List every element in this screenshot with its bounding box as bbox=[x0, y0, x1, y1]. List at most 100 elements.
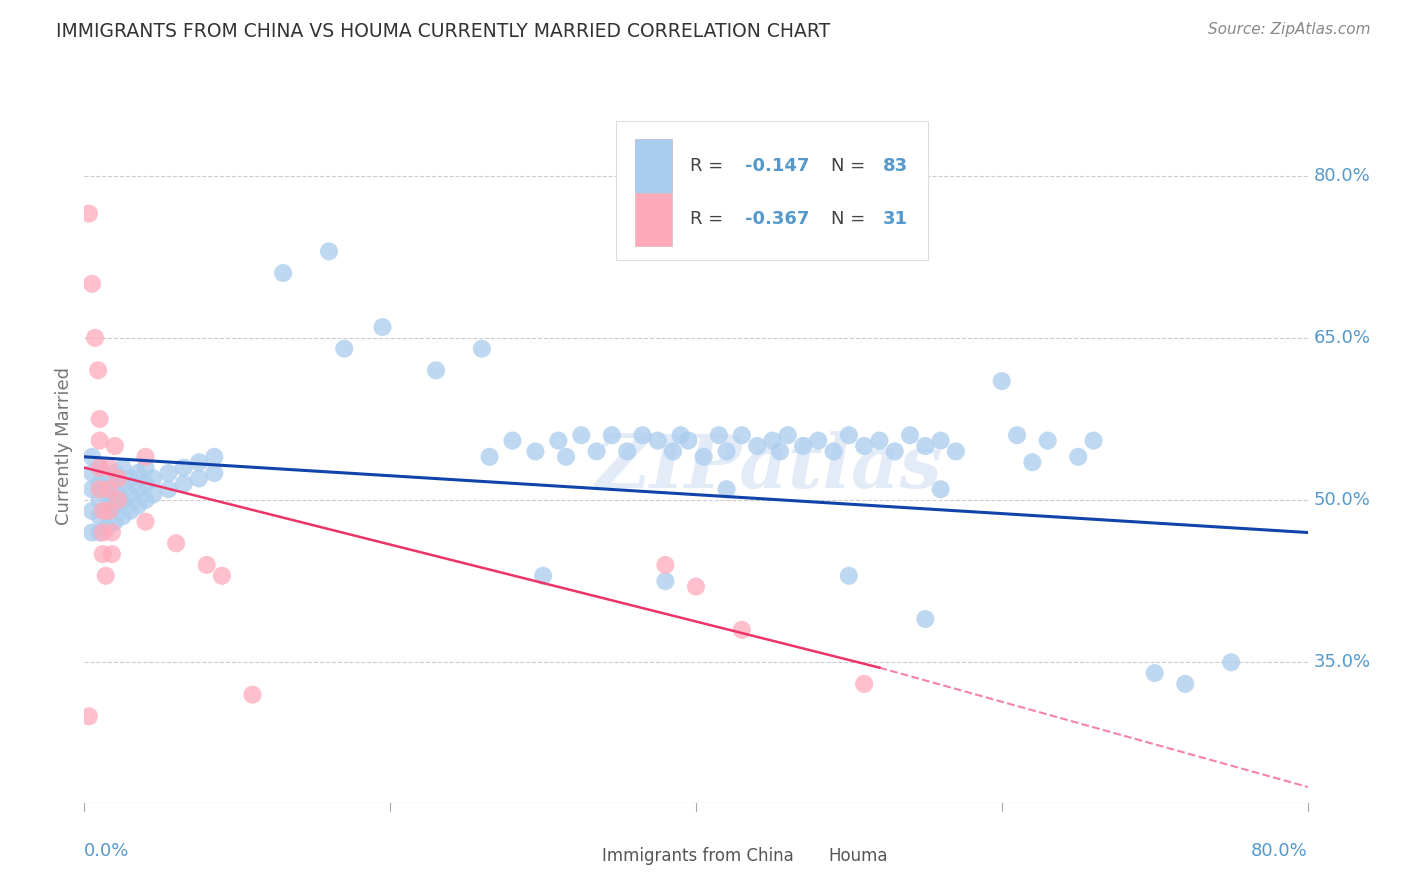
Point bbox=[111, 509, 134, 524]
Point bbox=[991, 374, 1014, 388]
Point bbox=[173, 460, 195, 475]
Point bbox=[101, 525, 124, 540]
Point bbox=[84, 331, 107, 345]
Point bbox=[173, 476, 195, 491]
Point bbox=[792, 439, 814, 453]
Point bbox=[104, 439, 127, 453]
Point bbox=[669, 428, 692, 442]
Point bbox=[838, 428, 860, 442]
Point bbox=[89, 412, 111, 426]
Point bbox=[107, 471, 129, 485]
Point bbox=[135, 460, 157, 475]
Point bbox=[853, 677, 876, 691]
Point bbox=[96, 520, 118, 534]
Point bbox=[104, 466, 127, 480]
Point bbox=[707, 428, 730, 442]
Point bbox=[135, 515, 157, 529]
Text: IMMIGRANTS FROM CHINA VS HOUMA CURRENTLY MARRIED CORRELATION CHART: IMMIGRANTS FROM CHINA VS HOUMA CURRENTLY… bbox=[56, 22, 831, 41]
Text: 50.0%: 50.0% bbox=[1313, 491, 1371, 509]
Point bbox=[471, 342, 494, 356]
Point bbox=[127, 466, 149, 480]
Point bbox=[80, 450, 103, 464]
Point bbox=[135, 476, 157, 491]
Point bbox=[631, 428, 654, 442]
Point bbox=[89, 434, 111, 448]
Point bbox=[89, 460, 111, 475]
Point bbox=[478, 450, 501, 464]
Point bbox=[211, 568, 233, 582]
Point bbox=[600, 428, 623, 442]
Point bbox=[94, 568, 117, 582]
Point bbox=[89, 476, 111, 491]
Point bbox=[80, 466, 103, 480]
FancyBboxPatch shape bbox=[636, 139, 672, 193]
Point bbox=[747, 439, 769, 453]
Point bbox=[242, 688, 264, 702]
Point bbox=[157, 482, 180, 496]
Point bbox=[120, 488, 142, 502]
Point bbox=[91, 504, 114, 518]
Text: 35.0%: 35.0% bbox=[1313, 653, 1371, 672]
Point bbox=[107, 493, 129, 508]
Point bbox=[111, 476, 134, 491]
Point bbox=[524, 444, 547, 458]
Point bbox=[80, 277, 103, 291]
Point bbox=[97, 460, 120, 475]
Point bbox=[569, 428, 592, 442]
Point bbox=[1083, 434, 1105, 448]
Point bbox=[188, 455, 211, 469]
Point bbox=[502, 434, 524, 448]
Point bbox=[104, 482, 127, 496]
Point bbox=[318, 244, 340, 259]
Point bbox=[333, 342, 356, 356]
Text: R =: R = bbox=[690, 211, 728, 228]
Point bbox=[127, 482, 149, 496]
Text: N =: N = bbox=[831, 211, 870, 228]
Point bbox=[80, 482, 103, 496]
Point bbox=[853, 439, 876, 453]
Point bbox=[616, 444, 638, 458]
Point bbox=[87, 363, 110, 377]
Point bbox=[96, 504, 118, 518]
FancyBboxPatch shape bbox=[636, 193, 672, 246]
Point bbox=[97, 504, 120, 518]
Text: -0.367: -0.367 bbox=[745, 211, 810, 228]
Point bbox=[165, 536, 187, 550]
Text: ZIPatlas: ZIPatlas bbox=[596, 431, 943, 504]
Point bbox=[547, 434, 569, 448]
Point bbox=[77, 206, 100, 220]
Point bbox=[127, 499, 149, 513]
Point bbox=[120, 471, 142, 485]
Point bbox=[585, 444, 607, 458]
Point bbox=[1067, 450, 1090, 464]
Point bbox=[89, 493, 111, 508]
Text: 80.0%: 80.0% bbox=[1251, 842, 1308, 860]
Point bbox=[1021, 455, 1043, 469]
Point bbox=[945, 444, 967, 458]
Point bbox=[716, 444, 738, 458]
Point bbox=[555, 450, 578, 464]
Text: 80.0%: 80.0% bbox=[1313, 167, 1371, 185]
Point bbox=[91, 525, 114, 540]
Point bbox=[731, 623, 754, 637]
Point bbox=[371, 320, 394, 334]
Point bbox=[1036, 434, 1059, 448]
Point bbox=[89, 482, 111, 496]
Point bbox=[89, 509, 111, 524]
Point bbox=[101, 547, 124, 561]
Point bbox=[271, 266, 294, 280]
Point bbox=[654, 558, 676, 572]
Point bbox=[807, 434, 830, 448]
Point bbox=[929, 434, 952, 448]
Point bbox=[188, 471, 211, 485]
Text: R =: R = bbox=[690, 157, 728, 175]
FancyBboxPatch shape bbox=[568, 842, 595, 869]
Text: N =: N = bbox=[831, 157, 870, 175]
Point bbox=[1220, 655, 1243, 669]
Point bbox=[678, 434, 700, 448]
Point bbox=[135, 493, 157, 508]
Point bbox=[731, 428, 754, 442]
Point bbox=[1174, 677, 1197, 691]
Point bbox=[692, 450, 714, 464]
Point bbox=[202, 450, 225, 464]
